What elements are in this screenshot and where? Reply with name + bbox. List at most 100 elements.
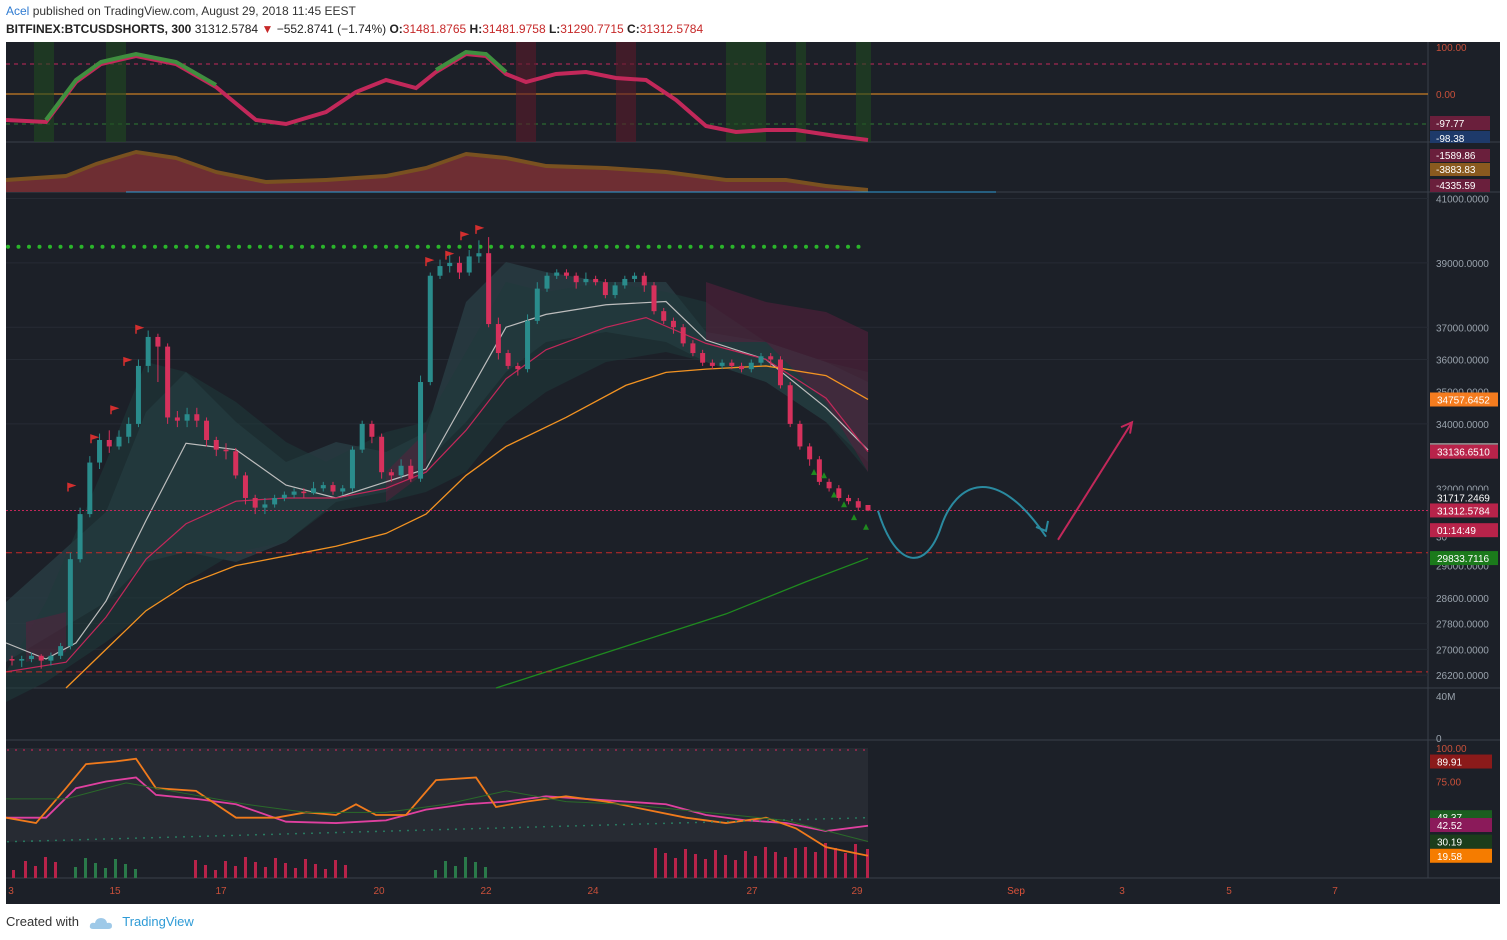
- publish-info: published on TradingView.com, August 29,…: [32, 4, 356, 18]
- psar-dot: [594, 244, 598, 249]
- price-tick-label: 26200.0000: [1436, 671, 1489, 682]
- rsi-dot: [239, 834, 241, 837]
- rsi-dot: [703, 749, 705, 751]
- rsi-label: 19.58: [1437, 852, 1462, 863]
- rsi-dot: [391, 749, 393, 751]
- rsi-dot: [247, 834, 249, 836]
- psar-dot: [846, 244, 850, 249]
- rsi-dot: [383, 749, 385, 751]
- candle-body: [554, 272, 560, 276]
- volume-histogram-bar: [744, 851, 747, 878]
- buy-signal-triangle: [841, 501, 847, 508]
- psar-dot: [226, 244, 231, 249]
- rsi-dot: [431, 749, 433, 751]
- psar-dot: [552, 244, 556, 249]
- candle-body: [204, 420, 210, 440]
- psar-dot: [615, 244, 619, 249]
- volume-histogram-bar: [714, 850, 717, 878]
- psar-dot: [426, 244, 430, 249]
- price-tick-label: 37000.0000: [1436, 323, 1489, 334]
- osc2-label-bg: [1430, 149, 1490, 162]
- author-link[interactable]: Acel: [6, 4, 30, 18]
- rsi-dot: [839, 817, 841, 820]
- rsi-dot: [335, 831, 337, 834]
- rsi-dot: [151, 836, 153, 839]
- volume-histogram-bar: [484, 867, 487, 878]
- rsi-dot: [455, 749, 457, 751]
- rsi-dot: [551, 749, 553, 751]
- candle-body: [19, 659, 25, 661]
- osc2-label-bg: [1430, 179, 1490, 192]
- price-label: 31312.5784: [1437, 506, 1490, 517]
- rsi-dot: [135, 837, 137, 840]
- rsi-dot: [359, 749, 361, 751]
- rsi-dot: [303, 749, 305, 751]
- psar-dot: [436, 244, 441, 249]
- candle-body: [505, 353, 511, 366]
- rsi-dot: [535, 749, 537, 751]
- rsi-dot: [783, 819, 785, 821]
- psar-dot: [541, 244, 546, 249]
- rsi-dot: [215, 835, 217, 837]
- rsi-dot: [367, 749, 369, 751]
- rsi-dot: [383, 830, 385, 833]
- rsi-dot: [655, 749, 657, 751]
- sell-signal-flag: [123, 356, 133, 366]
- rsi-dot: [767, 749, 769, 751]
- psar-dot: [636, 244, 640, 249]
- volume-histogram-bar: [204, 865, 207, 878]
- psar-dot: [342, 244, 346, 249]
- created-with-label: Created with: [6, 914, 79, 929]
- low-label: L:: [548, 22, 561, 36]
- psar-dot: [90, 244, 94, 249]
- psar-dot: [531, 244, 535, 249]
- psar-dot: [688, 244, 693, 249]
- volume-histogram-bar: [114, 859, 117, 878]
- psar-dot: [415, 244, 420, 249]
- ma-orange: [65, 365, 869, 689]
- psar-dot: [163, 244, 168, 249]
- chart-canvas[interactable]: 3 15 17 20 22 24 27 29 Sep 3 5 7 100.00 0.00 -97.77 -98…: [6, 42, 1500, 904]
- psar-dot: [520, 244, 525, 249]
- candle-body: [632, 275, 638, 279]
- rsi-dot: [7, 749, 9, 751]
- rsi-label: 89.91: [1437, 758, 1462, 769]
- price-tick-label: 30: [1436, 533, 1448, 544]
- open-value: 31481.8765: [402, 22, 467, 36]
- rsi-dot: [463, 749, 465, 751]
- rsi-dot: [735, 749, 737, 751]
- rsi-dot: [271, 833, 273, 836]
- volume-histogram-bar: [474, 862, 477, 878]
- volume-histogram-bar: [844, 853, 847, 878]
- rsi-dot: [479, 749, 481, 751]
- candle-body: [135, 365, 141, 424]
- rsi-dot: [615, 823, 617, 826]
- volume-tick: 40M: [1436, 692, 1455, 703]
- candle-body: [680, 327, 686, 344]
- rsi-label-bg: [1430, 754, 1492, 769]
- rsi-dot: [743, 820, 745, 823]
- rsi-dot: [647, 749, 649, 751]
- price-label: 01:14:49: [1437, 526, 1476, 537]
- tradingview-link[interactable]: TradingView: [122, 914, 194, 929]
- rsi-dot: [207, 835, 209, 838]
- rsi-dot: [311, 749, 313, 751]
- psar-dot: [772, 244, 777, 249]
- psar-dot: [237, 244, 241, 249]
- candle-body: [67, 559, 73, 647]
- rsi-dot: [351, 831, 353, 834]
- rsi-dot: [39, 749, 41, 751]
- price-tick-label: 28600.0000: [1436, 594, 1489, 605]
- rsi-dot: [71, 839, 73, 841]
- rsi-dot: [311, 832, 313, 835]
- psar-dot: [678, 244, 682, 249]
- candle-body: [77, 514, 83, 560]
- psar-dot: [657, 244, 661, 249]
- psar-dot: [856, 244, 861, 249]
- x-tick-label: 27: [746, 886, 758, 897]
- psar-dot: [100, 244, 105, 249]
- price-label-bg: [1430, 551, 1498, 566]
- rsi-dot: [111, 837, 113, 840]
- low-value: 31290.7715: [560, 22, 624, 36]
- rsi-dot: [231, 749, 233, 751]
